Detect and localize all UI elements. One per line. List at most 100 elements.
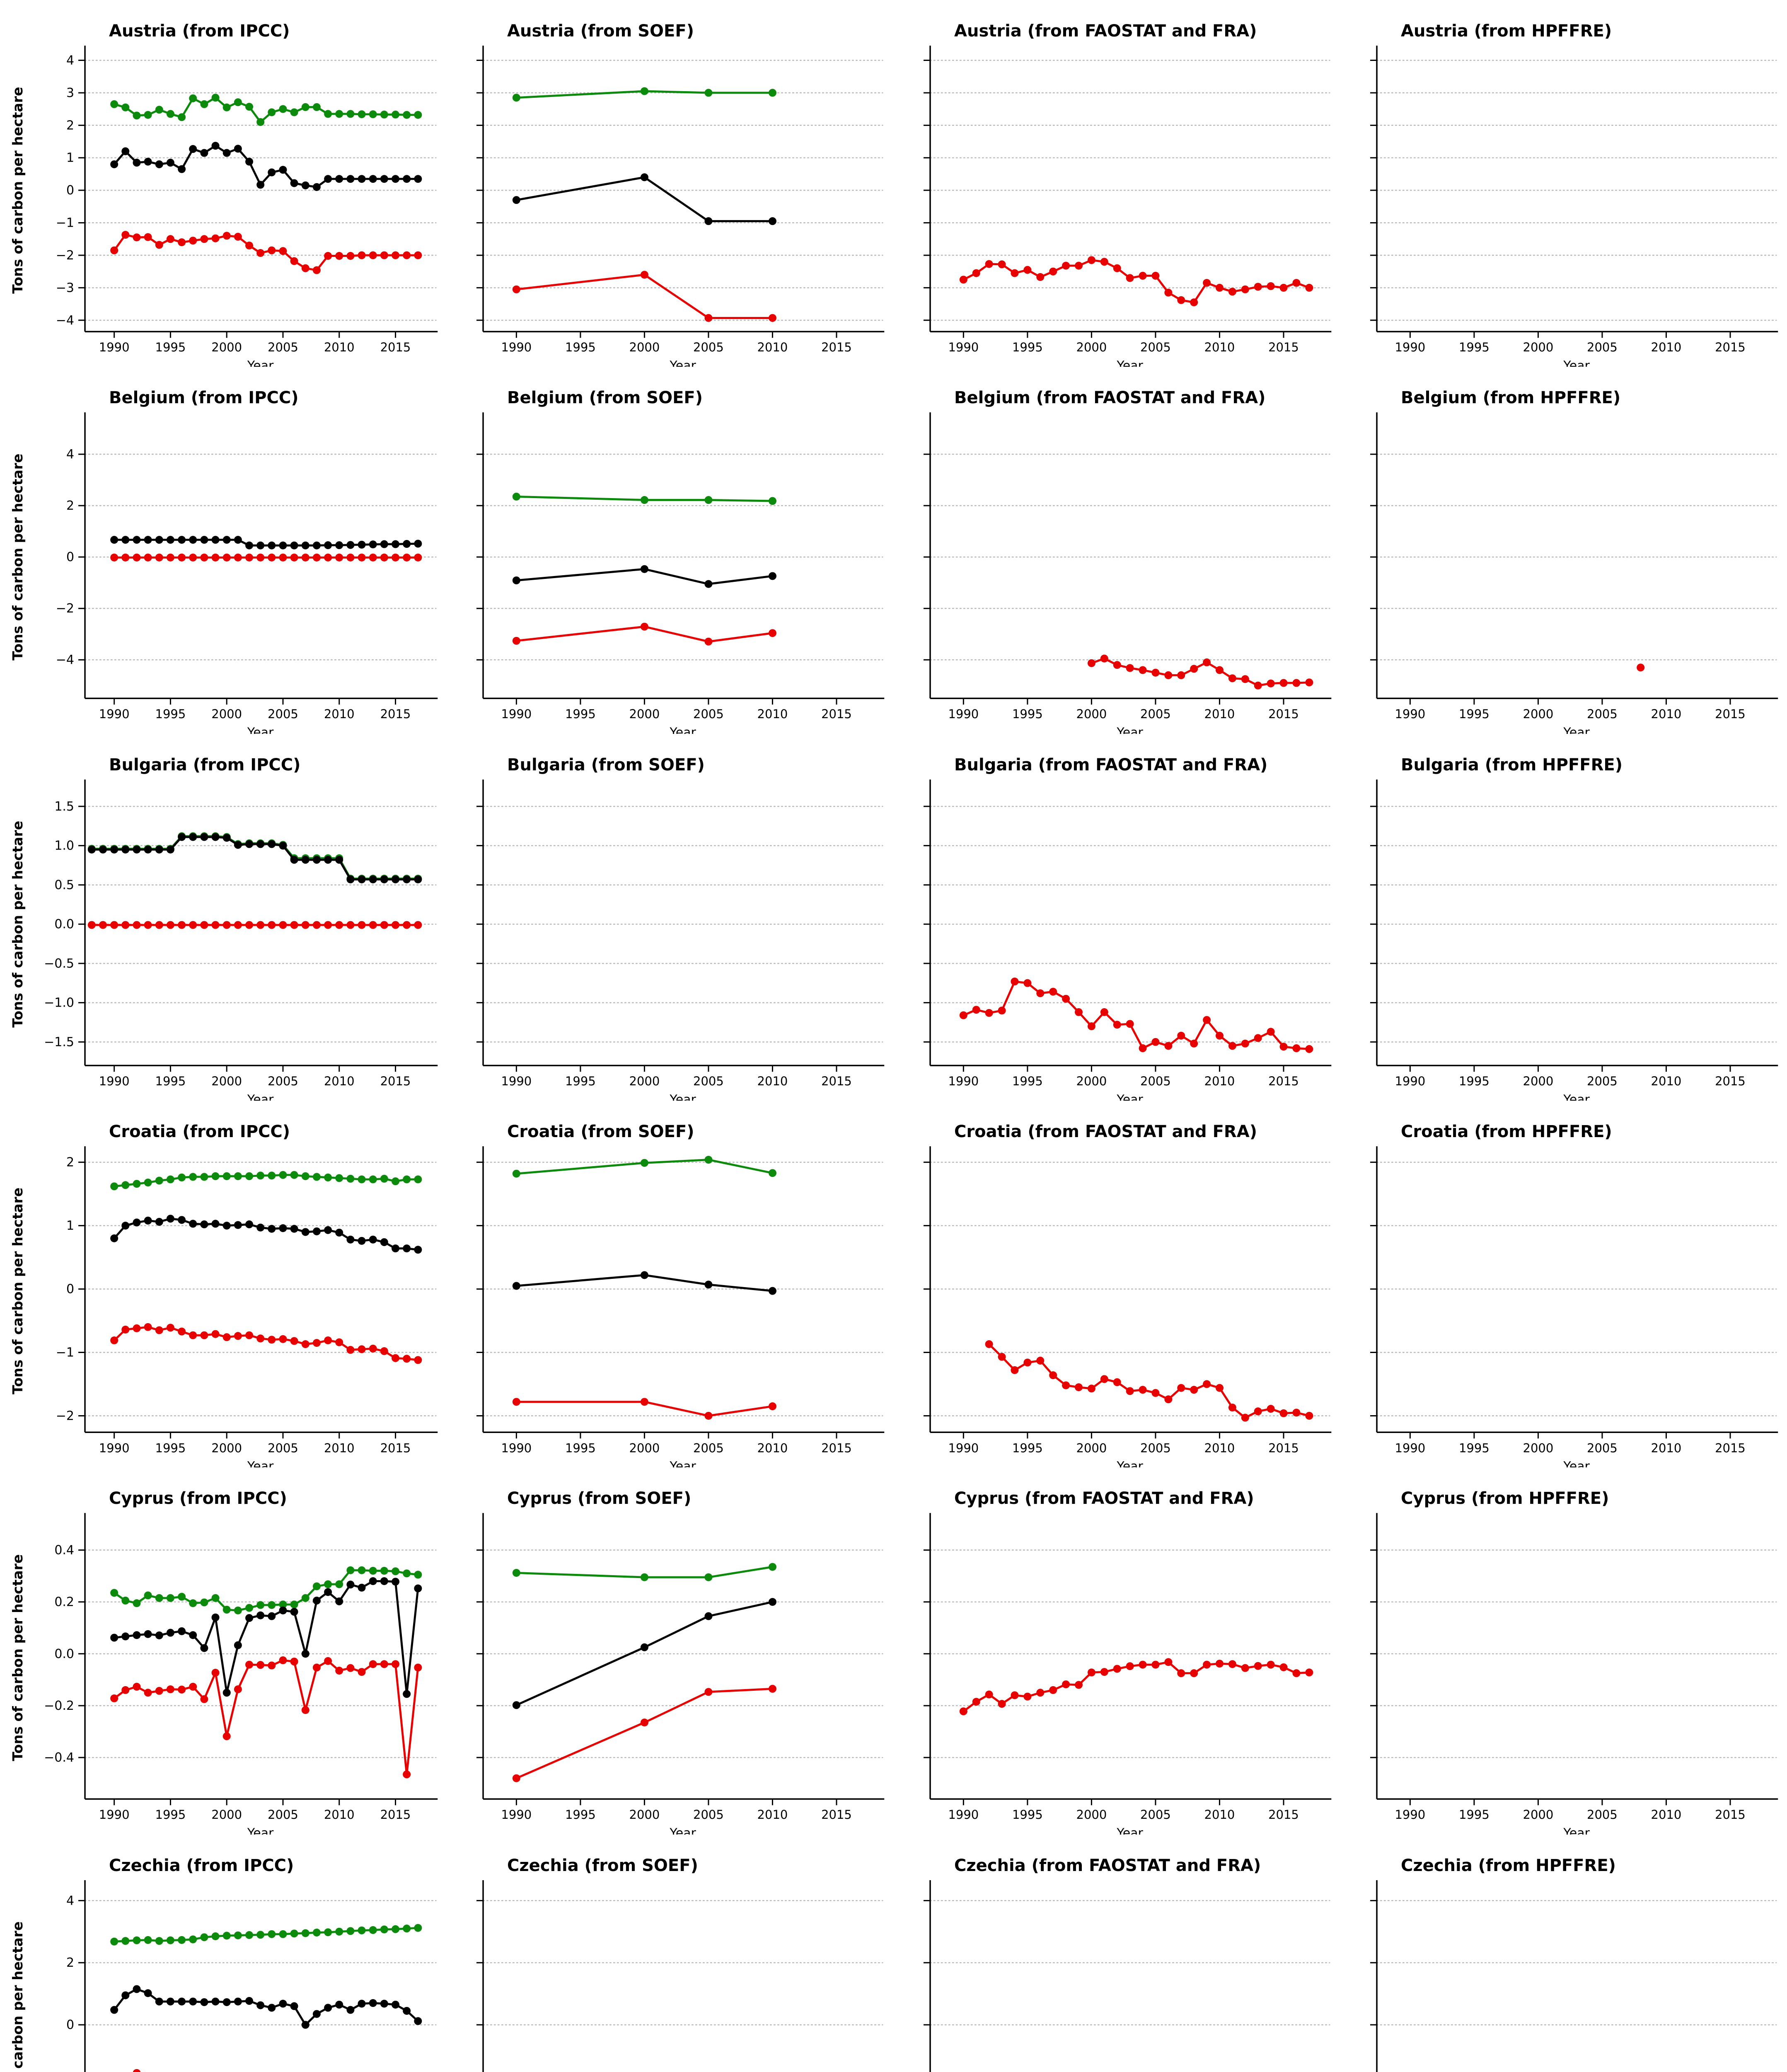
red-series-marker [1023, 266, 1031, 274]
x-tick-label: 2005 [693, 707, 724, 721]
green-series-marker [290, 1600, 298, 1609]
black-series-marker [301, 542, 310, 550]
black-series-marker [392, 175, 400, 183]
red-series-marker [414, 921, 422, 929]
green-series-line [90, 835, 419, 880]
red-series-marker [1215, 283, 1224, 292]
green-series-marker [222, 1932, 231, 1940]
red-series-marker [1241, 675, 1249, 683]
x-tick-label: 1990 [501, 340, 532, 354]
red-series-marker [1049, 988, 1057, 996]
green-series-marker [358, 1566, 366, 1575]
green-series-marker [346, 1927, 355, 1935]
green-series-marker [301, 1929, 310, 1937]
y-tick-label: 0 [66, 550, 74, 564]
green-series-marker [346, 1174, 355, 1183]
black-series-line [113, 1580, 419, 1695]
chart-svg-croatia-faostat: 1990 1995 2000 2005 2010 2015 Croatia (from FA… [923, 1122, 1331, 1467]
x-tick-label: 2010 [757, 1441, 788, 1455]
green-series-marker [211, 1594, 220, 1602]
green-series-marker [403, 1924, 411, 1932]
black-series-marker [346, 541, 355, 549]
black-series-marker [358, 1584, 366, 1592]
green-series-marker [279, 105, 287, 113]
x-tick-label: 2015 [380, 340, 411, 354]
black-series-line [113, 539, 419, 547]
red-series-marker [369, 921, 377, 929]
chart-title: Austria (from FAOSTAT and FRA) [954, 22, 1257, 41]
chart-svg-cyprus-ipcc: 0.4 0.2 0.0 −0.2 −0.4 1990 1995 2000 2005 2010 201… [10, 1489, 438, 1835]
green-series-marker [189, 1935, 197, 1944]
green-series-marker [178, 1173, 186, 1181]
green-series-marker [178, 113, 186, 121]
red-series-marker [178, 1327, 186, 1336]
red-series-marker [641, 1719, 649, 1727]
black-series-marker [403, 540, 411, 548]
black-series-marker [178, 833, 186, 841]
red-series-marker [1177, 671, 1185, 680]
x-axis-label: Year [1116, 1826, 1143, 1835]
cyprus-ipcc-green-series [110, 1566, 422, 1615]
black-series-marker [256, 1223, 265, 1232]
green-series-marker [279, 1930, 287, 1938]
x-tick-label: 2015 [1268, 1808, 1299, 1822]
green-series-marker [769, 89, 777, 97]
black-series-marker [641, 173, 649, 182]
red-series-marker [1228, 1404, 1236, 1412]
x-tick-label: 1990 [1395, 1808, 1425, 1822]
red-series-marker [1292, 679, 1300, 687]
green-series-marker [414, 111, 422, 119]
black-series-marker [324, 2004, 332, 2012]
red-series-marker [1049, 267, 1057, 276]
x-tick-label: 2015 [380, 1074, 411, 1088]
black-series-marker [513, 1701, 521, 1709]
x-axis-label: Year [670, 358, 696, 367]
x-tick-label: 2010 [757, 707, 788, 721]
x-tick-label: 2010 [324, 707, 355, 721]
black-series-marker [245, 1220, 254, 1229]
red-series-marker [1100, 258, 1108, 266]
red-series-marker [346, 252, 355, 260]
black-series-marker [110, 845, 118, 854]
belgium-hpffre-red-series [1636, 663, 1644, 672]
green-series-marker [769, 497, 777, 505]
black-series-marker [144, 157, 152, 166]
x-tick-label: 1990 [1395, 707, 1425, 721]
x-tick-label: 2015 [1268, 1441, 1299, 1455]
x-tick-label: 2010 [757, 1808, 788, 1822]
red-series-marker [1010, 269, 1018, 277]
x-axis-label: Year [1116, 1459, 1143, 1467]
green-series-line [113, 1927, 419, 1943]
x-tick-label: 2000 [1076, 1808, 1107, 1822]
chart-title: Belgium (from SOEF) [507, 388, 703, 407]
chart-svg-czechia-hpffre: 199019952000200520102015Czechia (from HP… [1370, 1856, 1777, 2072]
red-series-marker [403, 1355, 411, 1363]
black-series-marker [369, 175, 377, 183]
red-series-line [962, 980, 1310, 1050]
red-series-marker [200, 1695, 208, 1704]
red-series-marker [1113, 264, 1121, 272]
black-series-marker [121, 1632, 130, 1641]
chart-title: Czechia (from IPCC) [109, 1856, 294, 1875]
chart-bulgaria-ipcc: 1.5 1.0 0.5 0.0 −0.5 −1.0 −1.5 1990 1995 2000 2005… [0, 734, 447, 1101]
black-series-marker [268, 2004, 276, 2012]
green-series-marker [245, 1931, 254, 1939]
green-series-marker [335, 1927, 343, 1936]
black-series-marker [335, 541, 343, 549]
green-series-marker [324, 1173, 332, 1181]
austria-soef-black-series [513, 173, 777, 225]
green-series-marker [312, 103, 321, 111]
black-series-marker [290, 542, 298, 550]
x-axis-label: Year [1116, 358, 1143, 367]
y-tick-label: 2 [66, 499, 74, 513]
red-series-marker [369, 554, 377, 562]
red-series-marker [1215, 1660, 1224, 1668]
x-tick-label: 2005 [1587, 1074, 1618, 1088]
red-series-marker [1126, 664, 1134, 672]
black-series-marker [121, 147, 130, 155]
black-series-marker [414, 875, 422, 884]
green-series-marker [166, 1175, 174, 1184]
red-series-marker [769, 1402, 777, 1411]
green-series-marker [380, 1174, 388, 1183]
x-tick-label: 2000 [211, 340, 242, 354]
